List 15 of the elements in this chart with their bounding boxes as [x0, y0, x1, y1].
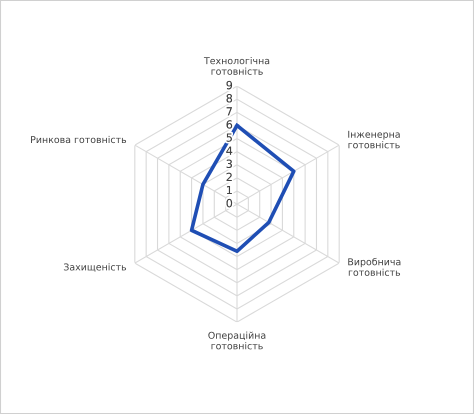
- spoke-label: Ринкова готовність: [31, 136, 126, 144]
- y-tick-label: 0: [226, 198, 232, 208]
- spoke-label: Операційна готовність: [208, 332, 266, 350]
- spoke-label: Інженерна готовність: [348, 130, 400, 148]
- spoke-label: Захищеність: [64, 263, 126, 272]
- y-tick-label: 2: [226, 172, 232, 181]
- y-tick-label: 3: [226, 160, 232, 168]
- y-tick-label: 7: [226, 107, 232, 116]
- y-tick-label: 8: [226, 94, 232, 102]
- spoke-label: Виробнича готовність: [348, 258, 400, 276]
- spoke-label: Технологічна готовність: [204, 56, 270, 75]
- y-tick-label: 9: [226, 80, 232, 90]
- y-tick-label: 6: [226, 120, 232, 129]
- y-tick-label: 4: [226, 146, 232, 155]
- y-tick-label: 1: [226, 186, 232, 194]
